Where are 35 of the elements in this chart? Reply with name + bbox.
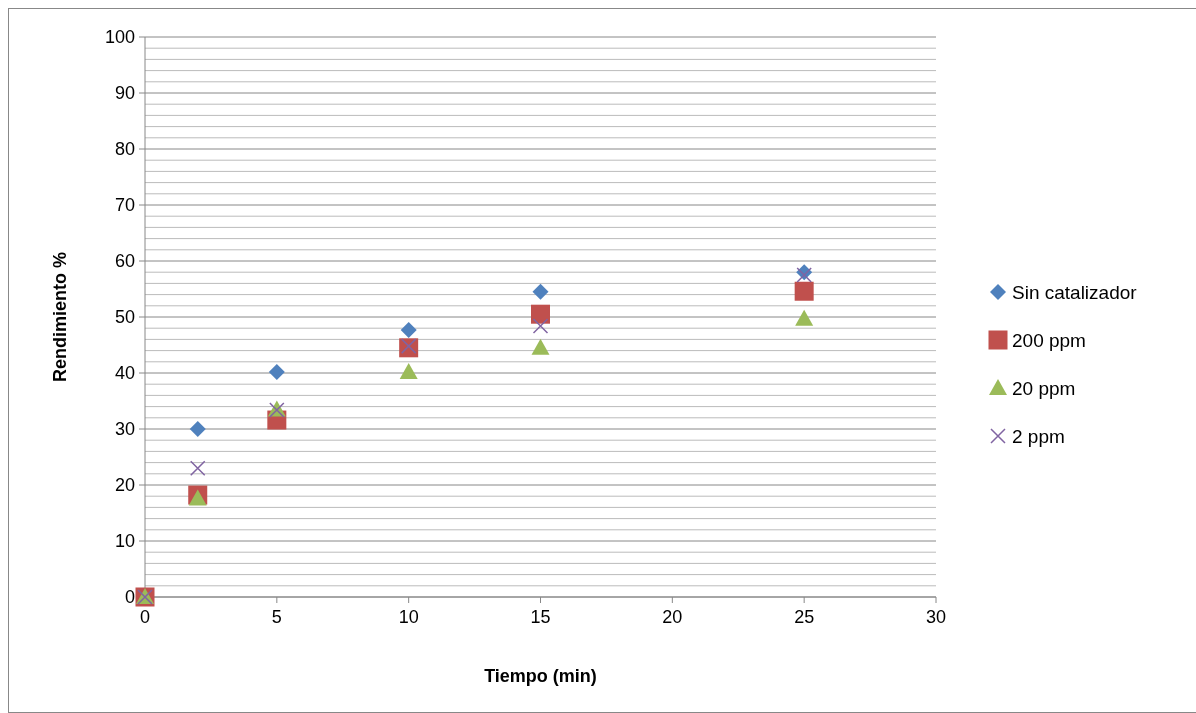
y-axis-title: Rendimiento %: [50, 251, 70, 383]
point: [189, 421, 206, 437]
x-tick-label: 15: [530, 607, 551, 627]
x-axis-title: Tiempo (min): [484, 666, 597, 686]
x-tick-label: 10: [398, 607, 419, 627]
y-tick-label: 40: [114, 363, 135, 384]
x-tick-label: 20: [662, 607, 683, 627]
y-tick-label: 0: [124, 587, 135, 608]
y-tick-label: 50: [114, 307, 135, 328]
y-tick-label: 90: [114, 83, 135, 104]
legend-label: 2 ppm: [1012, 425, 1065, 447]
x-tick-label: 30: [925, 607, 947, 627]
legend-label: Sin catalizador: [1012, 281, 1138, 303]
point: [268, 363, 285, 380]
y-tick-label: 70: [114, 195, 135, 216]
x-tick-label: 5: [271, 607, 282, 627]
point: [794, 281, 814, 301]
point: [399, 362, 418, 379]
y-tick-label: 60: [114, 251, 135, 272]
legend-label: 200 ppm: [1012, 329, 1086, 351]
y-tick-label: 80: [114, 139, 135, 160]
point: [532, 283, 549, 300]
y-tick-label: 100: [104, 27, 135, 48]
point: [400, 321, 417, 338]
legend-label: 20 ppm: [1012, 377, 1076, 399]
point: [795, 309, 814, 326]
point: [531, 304, 550, 324]
point: [532, 318, 549, 334]
y-tick-label: 30: [114, 419, 135, 440]
point: [531, 338, 550, 355]
y-tick-label: 10: [114, 531, 135, 552]
x-tick-label: 0: [139, 607, 151, 627]
y-tick-label: 20: [114, 475, 135, 496]
point: [189, 460, 206, 476]
x-tick-label: 25: [794, 607, 815, 627]
